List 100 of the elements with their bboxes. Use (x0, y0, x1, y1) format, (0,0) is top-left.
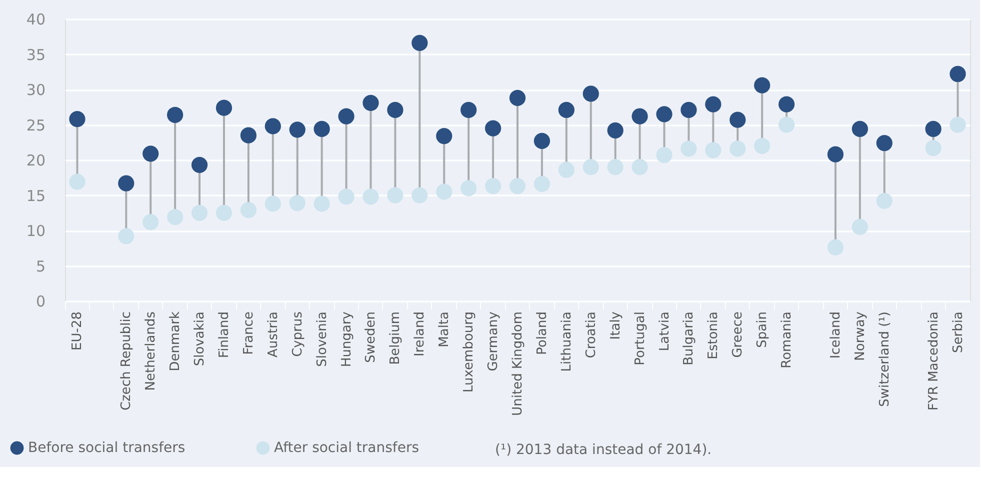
x-tick-label: Croatia (584, 312, 599, 358)
x-tick-label: Sweden (364, 312, 379, 363)
point (680, 140, 697, 157)
point (412, 187, 428, 204)
x-tick-label: Slovakia (192, 312, 208, 366)
x-tick-label: Portugal (632, 312, 648, 366)
point (167, 209, 184, 226)
point (950, 66, 966, 82)
y-tick-label: 5 (36, 257, 46, 276)
point (362, 188, 379, 205)
point (216, 204, 232, 221)
y-tick-label: 30 (26, 81, 46, 99)
y-tick-label: 10 (26, 222, 46, 240)
x-tick-label: Spain (755, 312, 770, 348)
point (240, 202, 257, 218)
x-tick-label: Denmark (168, 311, 184, 372)
x-tick-label: Austria (266, 312, 281, 358)
x-tick-label: Cyprus (290, 311, 306, 357)
point (852, 120, 868, 138)
point (705, 96, 722, 112)
point (509, 90, 526, 106)
point (827, 146, 844, 162)
point (607, 122, 624, 138)
point (338, 108, 354, 124)
point (778, 96, 795, 112)
point (534, 132, 550, 150)
text: (¹) 2013 data instead of 2014). (495, 442, 712, 458)
x-tick-label: Netherlands (144, 311, 159, 391)
point (240, 127, 257, 144)
point (778, 116, 795, 133)
point (705, 142, 722, 158)
y-tick-label: 25 (26, 116, 46, 134)
point (656, 147, 672, 164)
point (656, 106, 672, 122)
point (460, 180, 477, 196)
point (582, 159, 599, 176)
point (191, 204, 208, 221)
x-tick-label: EU-28 (70, 312, 86, 350)
point (118, 228, 134, 244)
point (484, 178, 502, 194)
point (754, 77, 770, 94)
point (730, 112, 746, 128)
x-tick-label: Serbia (950, 312, 966, 353)
point (387, 187, 404, 204)
y-tick-label: 0 (36, 292, 46, 310)
point (264, 118, 281, 134)
point (558, 102, 574, 118)
x-tick-label: Slovenia (314, 312, 330, 367)
x-tick-label: Czech Republic (119, 312, 134, 410)
x-tick-label: Italy (608, 311, 624, 340)
x-tick-label: Estonia (706, 312, 722, 360)
point (314, 120, 330, 138)
x-tick-label: France (241, 312, 256, 355)
x-tick-label: Luxembourg (462, 312, 477, 393)
y-tick-label: 20 (26, 152, 46, 170)
x-tick-label: Lithuania (559, 312, 574, 372)
x-tick-label: Ireland (412, 312, 428, 356)
point (827, 239, 844, 256)
x-tick-label: Hungary (339, 311, 354, 368)
point (436, 184, 452, 200)
point (632, 159, 648, 176)
point (142, 146, 159, 162)
point (167, 106, 184, 123)
y-tick-label: 40 (26, 10, 46, 28)
x-tick-label: Iceland (828, 312, 844, 359)
point (436, 128, 452, 144)
point (460, 102, 477, 118)
x-tick-label: Finland (216, 312, 232, 358)
point (582, 86, 599, 102)
point (558, 162, 574, 178)
x-tick-label: Bulgaria (682, 312, 697, 366)
point (632, 108, 648, 124)
point (387, 102, 404, 118)
point (118, 175, 134, 192)
point (730, 140, 746, 157)
y-tick-label: 35 (26, 46, 46, 64)
point (264, 196, 281, 212)
point (69, 174, 86, 190)
x-tick-label: Belgium (388, 312, 404, 365)
point (362, 94, 379, 111)
point (314, 196, 330, 212)
point (338, 188, 354, 205)
point (925, 140, 942, 156)
point (852, 218, 868, 236)
point (509, 178, 526, 194)
x-tick-label: Germany (486, 311, 502, 372)
x-tick-label: Poland (534, 312, 550, 355)
point (925, 120, 942, 138)
point (289, 122, 306, 138)
point (216, 100, 232, 116)
x-tick-label: Latvia (657, 312, 672, 352)
x-tick-label: Malta (437, 312, 452, 348)
legend-label: Before social transfers (28, 440, 186, 456)
point (876, 135, 892, 152)
point (607, 159, 624, 176)
legend-label: After social transfers (274, 440, 420, 456)
point (412, 34, 428, 52)
point (191, 156, 208, 173)
x-tick-label: United Kingdom (510, 312, 526, 416)
point (484, 120, 502, 136)
